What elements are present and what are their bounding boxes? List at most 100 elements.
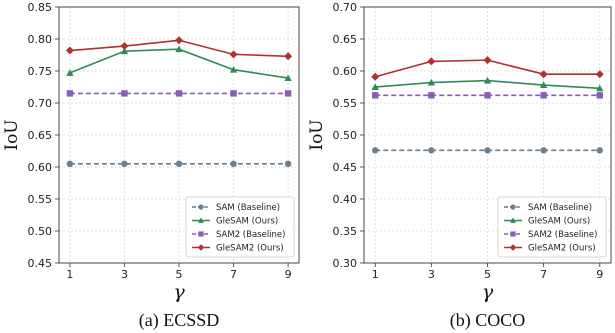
data-point [596,84,604,92]
data-point [66,90,74,97]
data-point [229,50,238,59]
data-point [121,160,128,167]
series-2 [66,45,292,81]
data-point [229,66,238,73]
y-axis-label: IoU [2,119,22,150]
legend-box [497,196,607,258]
x-tick-label: 9 [285,268,292,281]
series-1 [66,160,292,167]
y-tick-label: 0.70 [333,1,358,14]
legend-marker [510,204,516,210]
x-tick-label: 5 [484,268,491,281]
data-point [66,69,74,76]
legend-item: GleSAM2 (Ours) [504,244,596,254]
data-point [428,147,435,154]
y-tick-label: 0.60 [333,65,358,78]
y-tick-label: 0.70 [28,97,53,110]
legend-marker [198,231,204,237]
legend-marker [510,217,516,223]
plot-frame [363,6,612,264]
data-point [371,72,380,81]
legend-box [185,196,295,258]
data-point [284,52,293,61]
chart-caption: (a) ECSSD [139,310,220,331]
legend-item: SAM2 (Baseline) [192,230,285,240]
series-1 [372,147,603,154]
legend-item: SAM2 (Baseline) [504,230,597,240]
y-tick-label: 0.50 [28,225,53,238]
data-point [484,147,491,154]
y-axis-label: IoU [307,119,327,150]
data-point [483,56,492,65]
x-tick-label: 1 [372,268,379,281]
legend-label: SAM (Baseline) [528,203,592,213]
chart-panel-1: 0.45 0.50 0.55 0.60 0.65 0.70 0.75 0.80 0.85 1 3 5 7… [2,1,300,331]
y-tick-label: 0.55 [333,97,358,110]
legend-label: GleSAM2 (Ours) [216,244,284,254]
data-point [484,92,491,99]
series-3 [372,92,603,99]
data-point [540,147,547,154]
data-point [371,83,379,90]
legend: SAM (Baseline) GleSAM (Ours) SAM2 (Baselin… [185,196,295,258]
legend-label: GleSAM (Ours) [216,217,278,227]
y-tick-label: 0.60 [28,161,53,174]
data-point [596,147,603,154]
legend-item: SAM (Baseline) [192,203,280,213]
x-tick-label: 9 [596,268,603,281]
data-point [175,45,183,53]
legend-item: GleSAM (Ours) [192,217,278,227]
legend-label: GleSAM (Ours) [528,217,590,227]
y-tick-label: 0.65 [28,129,53,142]
legend-marker [510,231,516,237]
data-point [120,47,129,55]
data-point [175,160,183,167]
y-tick-label: 0.75 [28,65,53,78]
series-2 [371,76,604,92]
data-point [66,160,74,167]
data-point [284,160,292,167]
x-tick-label: 3 [121,268,128,281]
data-point [284,90,292,97]
legend-item: GleSAM (Ours) [504,217,590,227]
x-tick-label: 1 [66,268,73,281]
legend-label: SAM2 (Baseline) [216,230,285,240]
y-tick-label: 0.50 [333,129,358,142]
data-point [596,92,603,99]
y-tick-label: 0.80 [28,33,53,46]
series-4 [371,56,604,81]
x-tick-label: 7 [230,268,237,281]
chart-panel-2: 0.30 0.35 0.40 0.45 0.50 0.55 0.60 0.65 0.70 1 3 5 7… [307,1,612,331]
x-tick-label: 3 [428,268,435,281]
data-point [427,78,436,86]
data-point [539,81,548,89]
y-tick-label: 0.30 [333,257,358,270]
data-point [175,90,183,97]
data-point [284,74,292,81]
legend-marker [509,244,517,251]
x-axis-label: γ [173,281,185,303]
y-tick-label: 0.45 [333,161,358,174]
data-point [483,76,492,84]
y-tick-label: 0.35 [333,225,358,238]
legend-label: SAM2 (Baseline) [528,230,597,240]
data-point [539,70,548,79]
chart-caption: (b) COCO [450,310,526,331]
data-point [428,92,435,99]
y-tick-label: 0.65 [333,33,358,46]
legend: SAM (Baseline) GleSAM (Ours) SAM2 (Baselin… [497,196,607,258]
data-point [121,90,128,97]
x-axis-label: γ [482,281,494,303]
legend-item: SAM (Baseline) [504,203,592,213]
series-4 [65,36,293,61]
series-3 [66,90,292,97]
legend-marker [197,244,205,251]
y-tick-label: 0.45 [28,257,53,270]
legend-label: SAM (Baseline) [216,203,280,213]
data-point [65,46,74,55]
legend-marker [198,204,204,210]
legend-item: GleSAM2 (Ours) [192,244,284,254]
x-tick-label: 7 [540,268,547,281]
y-tick-label: 0.85 [28,1,53,14]
